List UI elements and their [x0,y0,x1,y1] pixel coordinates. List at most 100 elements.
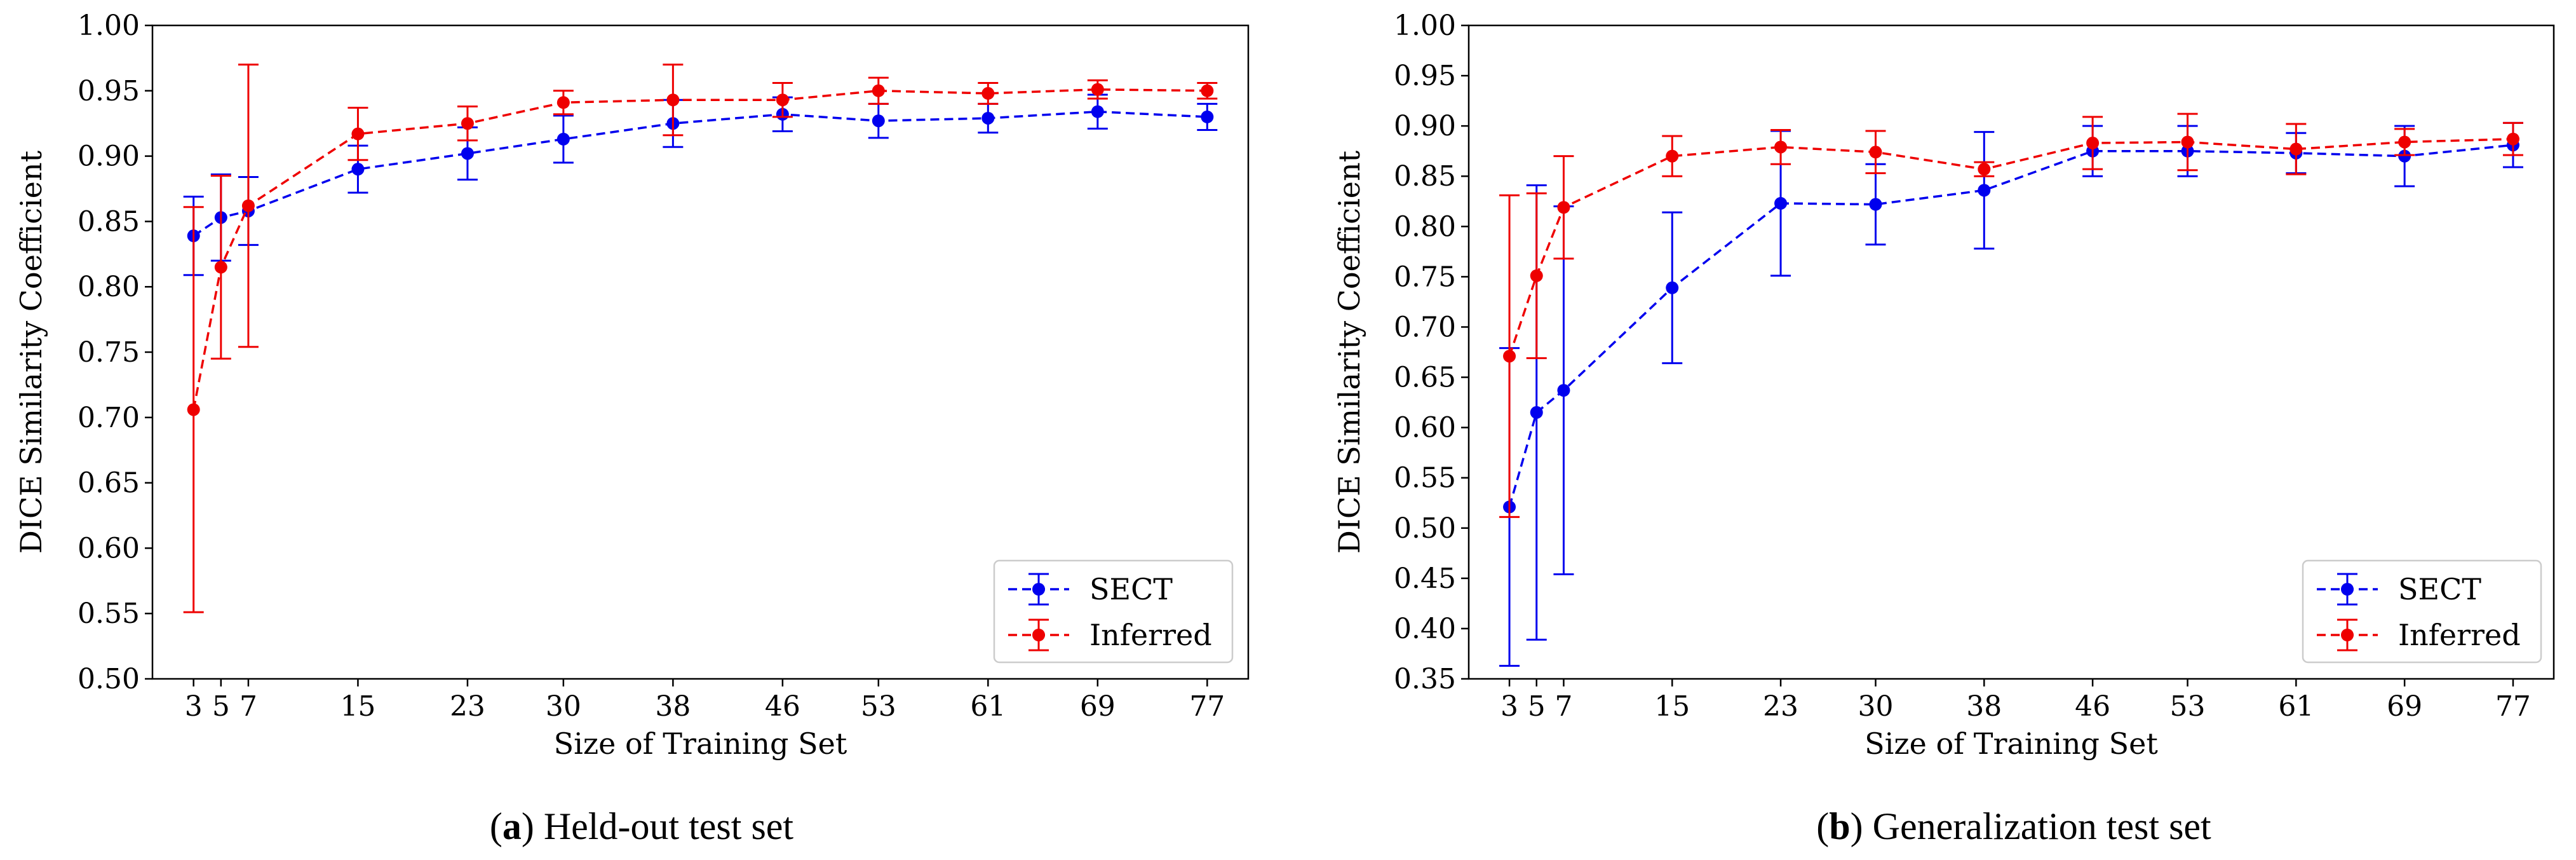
x-tick-label: 69 [2387,690,2422,723]
y-tick-label: 0.80 [78,271,140,303]
data-point [1978,163,1991,176]
legend-label: SECT [2398,572,2481,606]
y-tick-label: 0.50 [78,663,140,695]
x-tick-label: 77 [2495,690,2531,723]
x-tick-label: 23 [450,690,485,723]
y-tick-label: 0.65 [78,467,140,500]
x-tick-label: 30 [546,690,581,723]
y-tick-label: 0.55 [78,597,140,630]
y-tick-label: 0.90 [78,140,140,173]
caption-close-paren: ) [522,805,544,847]
data-point [214,261,227,274]
data-point [1666,149,1679,163]
data-point [1091,105,1104,118]
data-point [461,117,474,130]
y-tick-label: 1.00 [1394,10,1456,42]
x-tick-label: 53 [2170,690,2206,723]
series-line [1508,137,2513,357]
y-tick-label: 0.60 [1394,412,1456,444]
x-axis-label: Size of Training Set [1865,727,2158,761]
y-tick-label: 0.60 [78,532,140,564]
x-tick-label: 5 [1528,690,1546,723]
series-line [192,88,1208,410]
data-point [351,163,365,176]
y-axis-label: DICE Similarity Coefficient [1332,150,1366,554]
data-point [1869,146,1882,159]
x-tick-label: 30 [1858,690,1894,723]
y-tick-label: 0.35 [1394,663,1456,695]
x-tick-label: 15 [340,690,375,723]
y-tick-label: 0.70 [78,402,140,434]
series-line [1508,144,2514,508]
y-tick-label: 0.95 [78,75,140,107]
y-tick-label: 0.85 [78,205,140,238]
data-point [1978,184,1991,197]
x-tick-label: 69 [1080,690,1116,723]
data-point [1201,110,1214,123]
data-point [1091,83,1104,96]
x-tick-label: 3 [185,690,203,723]
y-tick-label: 0.55 [1394,462,1456,495]
series-inferred [1499,113,2523,518]
panel-caption: (a) Held-out test set [490,805,794,847]
legend-item-sect: SECT [1008,572,1173,606]
y-tick-label: 0.45 [1394,563,1456,595]
data-point [1557,201,1570,214]
data-point [1503,350,1516,363]
data-point [187,403,200,416]
y-tick-label: 0.70 [1394,311,1456,343]
series-sect [183,93,1218,276]
y-tick-label: 0.40 [1394,613,1456,645]
y-tick-label: 0.85 [1394,160,1456,193]
data-point [556,96,570,109]
caption-text: Generalization test set [1873,805,2211,847]
legend-marker [1032,629,1045,641]
legend-marker [2341,583,2354,596]
x-tick-label: 15 [1654,690,1690,723]
legend-marker [1032,583,1045,596]
y-tick-label: 0.95 [1394,60,1456,92]
data-point [1557,384,1570,397]
legend: SECT Inferred [2302,559,2542,664]
legend: SECT Inferred [993,559,1234,664]
caption-letter: a [502,805,522,847]
data-point [1774,140,1788,154]
data-point [981,111,995,125]
panel-b-chart: 0.35 0.40 0.45 0.50 0.55 0.60 0.65 0.70 0.75 0.80… [1332,10,2555,761]
caption-open-paren: ( [490,805,502,847]
legend-box [2302,559,2542,664]
y-tick-label: 0.75 [1394,261,1456,293]
data-point [1530,269,1543,282]
data-point [1201,84,1214,97]
data-point [2289,142,2303,156]
x-tick-label: 77 [1189,690,1225,723]
data-point [666,93,680,107]
x-tick-label: 7 [239,690,257,723]
data-point [872,84,885,97]
data-point [872,114,885,128]
y-axis-label: DICE Similarity Coefficient [14,150,48,554]
x-tick-label: 53 [861,690,896,723]
series-line [192,110,1208,237]
x-tick-label: 38 [1966,690,2002,723]
y-tick-label: 1.00 [78,10,140,42]
x-tick-label: 23 [1763,690,1798,723]
y-tick-label: 0.90 [1394,110,1456,142]
plot-frame [1467,24,2555,680]
y-tick-label: 0.80 [1394,210,1456,243]
captions: (a) Held-out test set (b) Generalization … [490,805,2211,847]
x-tick-label: 61 [970,690,1006,723]
data-point [1774,196,1788,210]
legend-item-inferred: Inferred [1008,618,1212,652]
data-point [1666,281,1679,294]
data-point [2506,132,2519,146]
y-tick-label: 0.65 [1394,362,1456,394]
x-tick-label: 5 [212,690,230,723]
data-point [1869,198,1882,211]
x-tick-label: 46 [2075,690,2110,723]
data-point [351,127,365,140]
panel-caption: (b) Generalization test set [1816,805,2211,847]
x-tick-label: 38 [655,690,691,723]
caption-open-paren: ( [1816,805,1829,847]
